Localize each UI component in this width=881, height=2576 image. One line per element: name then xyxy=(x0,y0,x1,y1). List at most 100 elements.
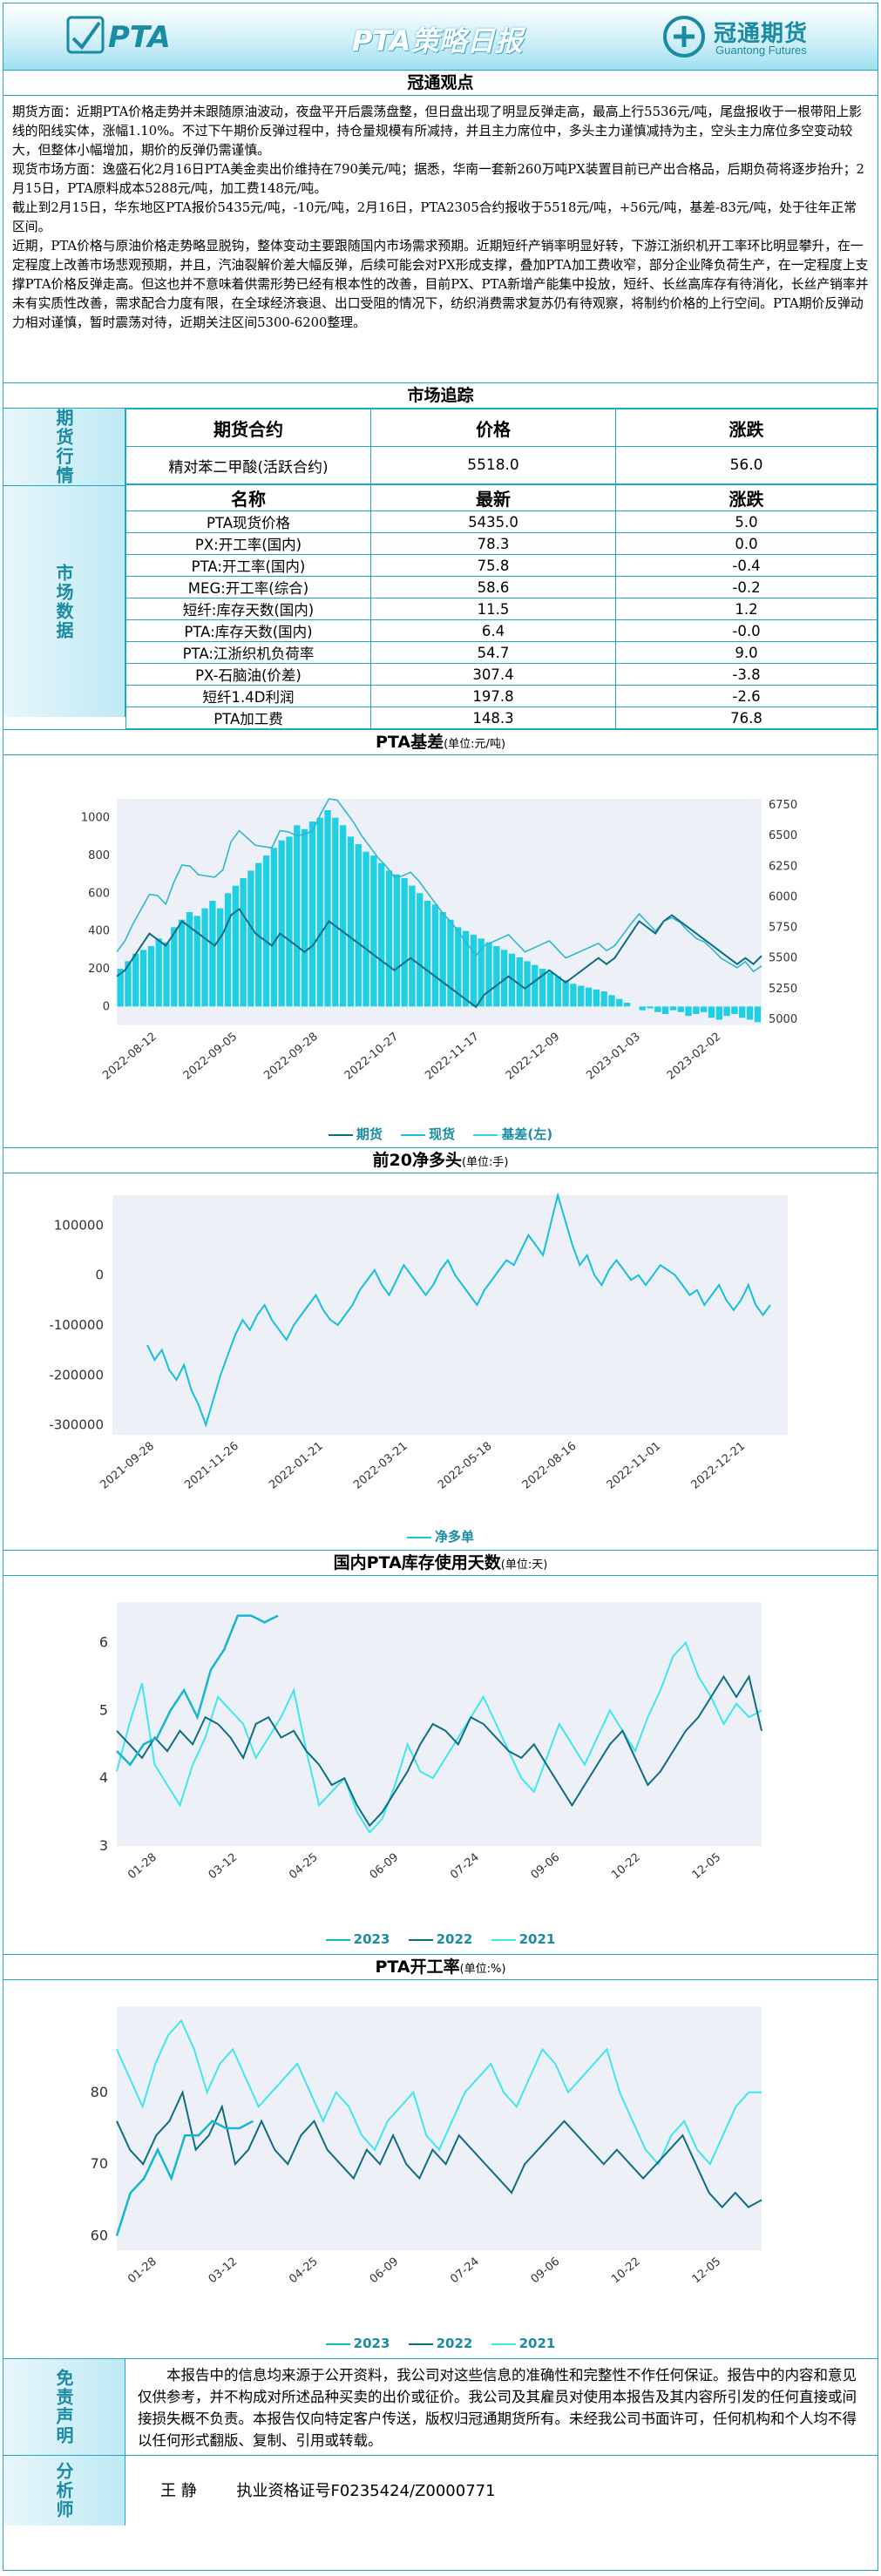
table-cell: PTA:江浙织机负荷率 xyxy=(125,641,371,664)
table-row: PTA:开工率(国内) 75.8 -0.4 xyxy=(125,554,878,577)
brand-logo-icon xyxy=(663,16,705,57)
table-cell: -3.8 xyxy=(615,663,878,686)
y-right-tick-label: 6750 xyxy=(769,799,797,812)
basis-bar xyxy=(201,908,208,1007)
brand-block: 冠通期货 Guantong Futures xyxy=(661,10,836,63)
basis-bar xyxy=(585,987,593,1007)
x-tick-label: 07-24 xyxy=(448,2255,482,2287)
basis-bar xyxy=(516,957,523,1007)
basis-bar xyxy=(324,810,331,1007)
x-tick-label: 09-06 xyxy=(529,2255,563,2287)
x-tick-label: 2022-05-18 xyxy=(436,1440,495,1492)
basis-bar xyxy=(623,1003,631,1007)
basis-bar xyxy=(578,985,585,1007)
basis-bar xyxy=(417,893,424,1007)
basis-bar xyxy=(217,908,224,1007)
x-tick-label: 2022-01-21 xyxy=(267,1440,326,1492)
chart-basis-title: PTA基差(单位:元/吨) xyxy=(3,730,878,755)
table-cell: -0.0 xyxy=(615,619,878,642)
table-cell: 75.8 xyxy=(370,554,616,577)
tracking-section: 期货行情 市场数据 期货合约 价格 涨跌 精对苯二甲酸(活跃合约) 5518.0… xyxy=(3,409,878,730)
y-tick-label: 1000 xyxy=(81,812,110,825)
basis-bar xyxy=(316,817,323,1007)
x-tick-label: 2022-12-09 xyxy=(504,1031,563,1083)
basis-bar xyxy=(424,901,431,1007)
legend-item: 2023 xyxy=(325,1931,390,1947)
table-cell: PX:开工率(国内) xyxy=(125,532,371,555)
x-tick-label: 01-28 xyxy=(125,1851,159,1883)
basis-bar xyxy=(654,1006,661,1012)
x-tick-label: 03-12 xyxy=(207,1851,241,1883)
basis-bar xyxy=(455,927,462,1007)
table-cell: PTA现货价格 xyxy=(125,510,371,533)
table-cell: 6.4 xyxy=(370,619,616,642)
basis-bar xyxy=(117,969,124,1007)
basis-bar xyxy=(708,1006,715,1018)
basis-bar xyxy=(355,844,362,1007)
basis-bar xyxy=(278,840,285,1007)
basis-bar xyxy=(270,848,277,1007)
table-cell: 5518.0 xyxy=(370,446,616,484)
table-row: 短纤1.4D利润 197.8 -2.6 xyxy=(125,685,878,707)
viewpoint-title: 冠通观点 xyxy=(3,71,878,96)
basis-bar xyxy=(731,1006,738,1014)
col-header: 涨跌 xyxy=(615,409,878,447)
series-2022-line xyxy=(116,1674,762,1828)
basis-bar xyxy=(639,1006,646,1011)
basis-bar xyxy=(478,938,485,1007)
basis-bar xyxy=(294,825,301,1007)
logo-text: PTA xyxy=(108,20,171,55)
viewpoint-paragraph: 现货市场方面：逸盛石化2月16日PTA美金卖出价维持在790美元/吨；据悉，华南… xyxy=(12,162,864,196)
y-tick-label: -300000 xyxy=(49,1417,104,1433)
y-right-tick-label: 6250 xyxy=(769,860,797,873)
chart-oprate: 60 70 80 01-28 03-12 04-25 06-09 07-24 09-06 10-2… xyxy=(3,1980,878,2359)
col-header: 期货合约 xyxy=(125,409,371,447)
chart-inventory-title: 国内PTA库存使用天数(单位:天) xyxy=(3,1551,878,1576)
pta-logo-icon: PTA xyxy=(66,16,171,55)
basis-bar xyxy=(347,836,355,1007)
basis-bar xyxy=(608,995,615,1007)
basis-bar xyxy=(209,901,216,1007)
table-cell: 精对苯二甲酸(活跃合约) xyxy=(125,446,371,484)
chart-netlong-legend: 净多单 xyxy=(3,1527,878,1545)
table-cell: 11.5 xyxy=(370,598,616,620)
table-cell: 短纤:库存天数(国内) xyxy=(125,598,371,620)
x-tick-label: 2021-11-26 xyxy=(182,1440,241,1492)
table-cell: 58.6 xyxy=(370,576,616,598)
basis-bar xyxy=(171,927,178,1007)
basis-bar xyxy=(409,885,416,1007)
brand-name-cn: 冠通期货 xyxy=(714,21,809,47)
x-tick-label: 2022-09-05 xyxy=(181,1031,241,1083)
table-cell: PTA:开工率(国内) xyxy=(125,554,371,577)
x-tick-label: 2022-09-28 xyxy=(261,1031,321,1083)
basis-bar xyxy=(286,836,293,1007)
y-tick-label: 60 xyxy=(91,2228,108,2244)
legend-item: 2022 xyxy=(408,1931,472,1947)
chart-inventory: 3 4 5 6 01-28 03-12 04-25 06-09 07-24 09-06 10-22 1… xyxy=(3,1576,878,1955)
basis-bar xyxy=(685,1006,692,1017)
basis-bar xyxy=(186,912,193,1007)
disclaimer-label: 免责声明 xyxy=(3,2359,125,2455)
spot-line xyxy=(116,798,762,973)
basis-bar xyxy=(385,870,393,1007)
table-header-row: 期货合约 价格 涨跌 xyxy=(125,409,878,447)
table-cell: 短纤1.4D利润 xyxy=(125,685,371,707)
analyst-license: 执业资格证号F0235424/Z0000771 xyxy=(236,2482,496,2500)
table-row: PTA:江浙织机负荷率 54.7 9.0 xyxy=(125,641,878,664)
basis-bar xyxy=(262,855,270,1007)
table-cell: 148.3 xyxy=(370,707,616,729)
net-long-line xyxy=(146,1192,771,1428)
basis-bar xyxy=(332,817,339,1007)
table-cell: PTA:库存天数(国内) xyxy=(125,619,371,642)
plot-area xyxy=(112,1195,788,1435)
plot-area xyxy=(117,1602,762,1846)
y-tick-label: 70 xyxy=(91,2155,108,2172)
plot-area xyxy=(117,2006,762,2250)
basis-bar xyxy=(693,1006,700,1014)
y-right-tick-label: 5250 xyxy=(769,983,797,996)
basis-bar xyxy=(147,946,155,1007)
basis-bar xyxy=(462,930,470,1007)
viewpoint-body: 期货方面：近期PTA价格走势并未跟随原油波动，夜盘平开后震荡盘整，但日盘出现了明… xyxy=(3,96,878,383)
x-tick-label: 10-22 xyxy=(609,1851,643,1883)
x-tick-label: 2022-11-17 xyxy=(423,1031,482,1083)
